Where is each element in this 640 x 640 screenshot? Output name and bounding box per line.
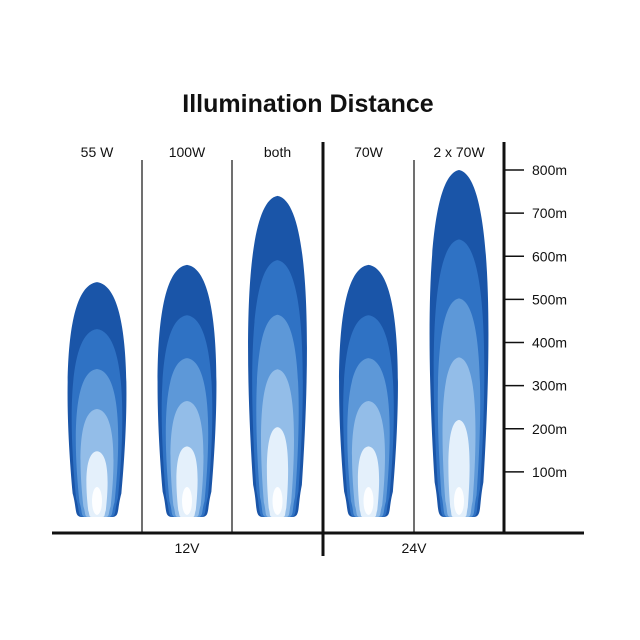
group-label: 24V [402,540,428,556]
beam-hotspot [454,487,464,515]
category-label: 2 x 70W [433,144,485,160]
chart-title: Illumination Distance [182,90,434,118]
y-tick-label: 700m [532,205,567,221]
category-label: both [264,144,291,160]
y-tick-label: 200m [532,421,567,437]
group-label: 12V [175,540,201,556]
beam-hotspot [363,487,374,515]
y-tick-label: 800m [532,162,567,178]
beam-hotspot [272,487,283,515]
beam-hotspot [92,487,102,515]
y-tick-label: 500m [532,291,567,307]
beam-5 [429,170,489,517]
axes [52,142,584,556]
beam-band [448,419,470,517]
beam-hotspot [182,487,192,515]
beam-3 [248,195,307,517]
beams [67,170,489,517]
labels: 100m 200m 300m 400m 500m 600m 700m 800m 55 W 100W… [81,144,567,556]
y-tick-label: 300m [532,378,567,394]
y-tick-label: 100m [532,464,567,480]
beam-4 [339,264,398,517]
beam-band [176,446,198,517]
category-label: 70W [354,144,384,160]
beam-band [266,427,289,517]
y-tick-label: 600m [532,248,567,264]
y-tick-label: 400m [532,335,567,351]
beam-1 [67,282,127,517]
beam-band [357,446,380,517]
beam-band [86,451,108,517]
beam-2 [157,264,217,517]
category-label: 100W [169,144,206,160]
category-label: 55 W [81,144,114,160]
